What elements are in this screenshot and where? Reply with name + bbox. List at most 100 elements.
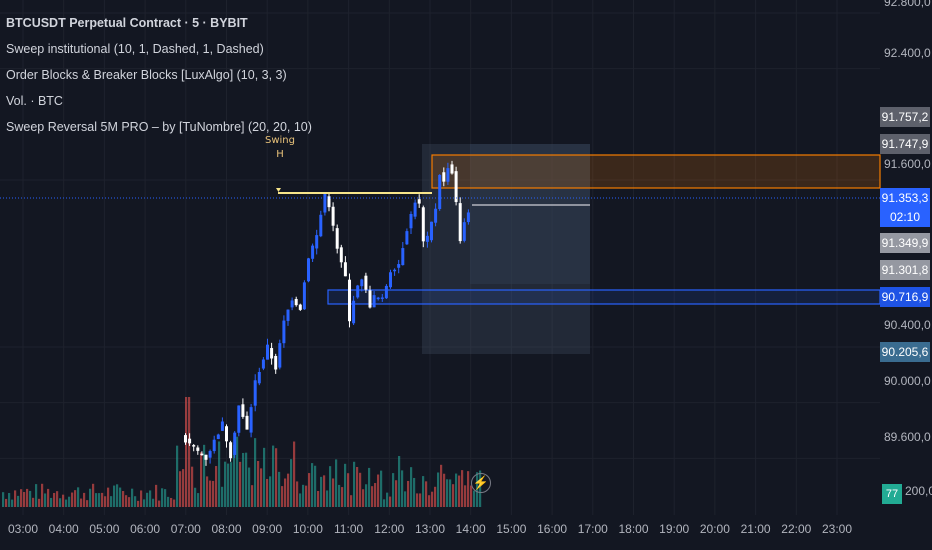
volume-bar [461, 470, 464, 507]
time-label: 15:00 [496, 522, 527, 536]
volume-bar [167, 496, 170, 507]
volume-bar [176, 445, 179, 507]
volume-bar [50, 497, 53, 507]
volume-bar [401, 470, 404, 507]
indicator-volume[interactable]: Vol. · BTC [6, 94, 63, 108]
price-label-90400: 90.400,0 [884, 318, 931, 332]
volume-bar [299, 493, 302, 507]
chart-lines [0, 188, 880, 206]
price-label-200: 200,0 [905, 484, 932, 498]
volume-bar [65, 499, 68, 507]
volume-bar [293, 441, 296, 507]
volume-bar [368, 467, 371, 507]
price-tag-301: 91.301,8 [880, 260, 930, 280]
volume-bar [173, 499, 176, 507]
volume-bar [275, 448, 278, 507]
volume-bar [71, 492, 74, 507]
volume-bar [47, 488, 50, 507]
volume-bar [2, 492, 5, 507]
volume-bar [224, 461, 227, 507]
volume-bar [278, 471, 281, 507]
bear-candle [339, 247, 343, 263]
bear-candle [335, 228, 339, 249]
volume-bar [251, 485, 254, 507]
volume-bar [203, 444, 206, 507]
volume-bar [377, 474, 380, 507]
volume-bar [194, 487, 197, 507]
volume-bar [95, 493, 98, 507]
volume-bar [305, 485, 308, 507]
volume-bar [209, 480, 212, 507]
volume-bar [143, 499, 146, 507]
volume-bar [347, 473, 350, 507]
volume-bar [26, 488, 29, 507]
volume-bar [266, 478, 269, 507]
volume-bar [98, 493, 101, 507]
bull-candle [393, 269, 397, 272]
bear-candle [188, 438, 192, 444]
symbol-title[interactable]: BTCUSDT Perpetual Contract · 5 · BYBIT [6, 16, 248, 30]
time-label: 17:00 [577, 522, 608, 536]
volume-bar [383, 499, 386, 507]
bull-candle [360, 279, 364, 287]
volume-bar [311, 463, 314, 507]
volume-bar [350, 495, 353, 507]
bull-candle [286, 309, 290, 321]
volume-bar [197, 493, 200, 507]
indicator-sweep-reversal[interactable]: Sweep Reversal 5M PRO – by [TuNombre] (2… [6, 120, 312, 134]
indicator-order-blocks[interactable]: Order Blocks & Breaker Blocks [LuxAlgo] … [6, 68, 287, 82]
volume-bar [470, 485, 473, 507]
volume-bar [206, 476, 209, 507]
volume-bar [116, 484, 119, 507]
time-label: 12:00 [374, 522, 405, 536]
volume-bar [314, 465, 317, 507]
bull-candle [266, 344, 269, 360]
indicator-sweep-institutional[interactable]: Sweep institutional (10, 1, Dashed, 1, D… [6, 42, 264, 56]
volume-bar [455, 473, 458, 507]
swing-label-line2: H [276, 149, 284, 160]
volume-bar [338, 484, 341, 507]
volume-bar [83, 492, 86, 507]
volume-bar [452, 484, 455, 507]
volume-bar [374, 483, 377, 507]
price-label-92800: 92.800,0 [884, 0, 931, 9]
bull-candle [237, 405, 241, 433]
bull-candle [302, 282, 306, 310]
volume-bar [185, 397, 188, 507]
bull-candle [413, 202, 417, 217]
last-price-tag: 91.353,3 [880, 188, 930, 208]
volume-bar [110, 496, 113, 507]
bear-candle [274, 355, 278, 370]
bear-candle [348, 279, 351, 322]
volume-bar [254, 438, 257, 507]
bull-candle [438, 174, 442, 209]
volume-bar [341, 487, 344, 507]
volume-bar [137, 500, 140, 507]
volume-badge: 77 [882, 484, 902, 504]
blue-zone-tag: 90.716,9 [880, 287, 930, 307]
bolt-icon[interactable]: ⚡ [471, 473, 491, 493]
volume-bar [200, 452, 203, 507]
volume-bar [290, 459, 293, 507]
volume-bar [410, 467, 413, 507]
volume-bar [119, 487, 122, 507]
bull-candle [352, 300, 356, 324]
volume-bar [446, 479, 449, 507]
bear-candle [458, 203, 462, 242]
time-label: 16:00 [537, 522, 568, 536]
volume-bar [104, 496, 107, 507]
bull-candle [307, 258, 310, 282]
order-block-zone [431, 154, 881, 189]
volume-bar [344, 463, 347, 507]
time-label: 21:00 [740, 522, 771, 536]
time-label: 23:00 [821, 522, 853, 536]
bear-candle [270, 348, 274, 359]
bull-candle [278, 343, 282, 368]
volume-bar [308, 473, 311, 507]
bull-candle [311, 245, 315, 259]
volume-bar [140, 490, 143, 507]
bear-candle [204, 454, 208, 460]
volume-bar [29, 490, 32, 507]
volume-bar [182, 469, 185, 507]
